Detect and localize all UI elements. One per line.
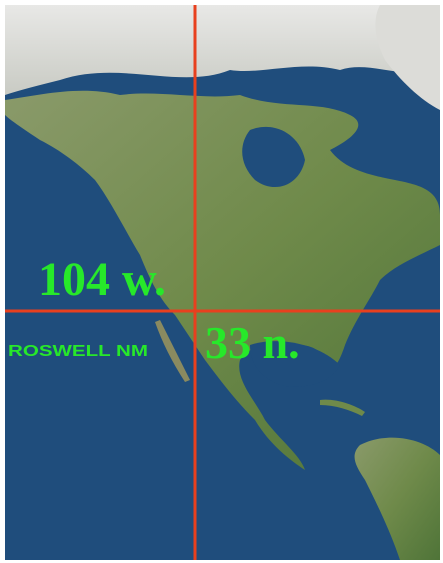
baja — [155, 320, 190, 382]
north-america — [5, 90, 440, 470]
gulf — [250, 341, 340, 387]
longitude-label: 104 w. — [38, 253, 166, 306]
place-label: ROSWELL NM — [8, 343, 148, 360]
greenland — [375, 5, 440, 110]
hudson-bay — [242, 126, 305, 188]
latitude-label: 33 n. — [205, 317, 300, 368]
arctic — [5, 5, 440, 95]
south-america — [354, 437, 440, 560]
caribbean — [320, 399, 365, 416]
